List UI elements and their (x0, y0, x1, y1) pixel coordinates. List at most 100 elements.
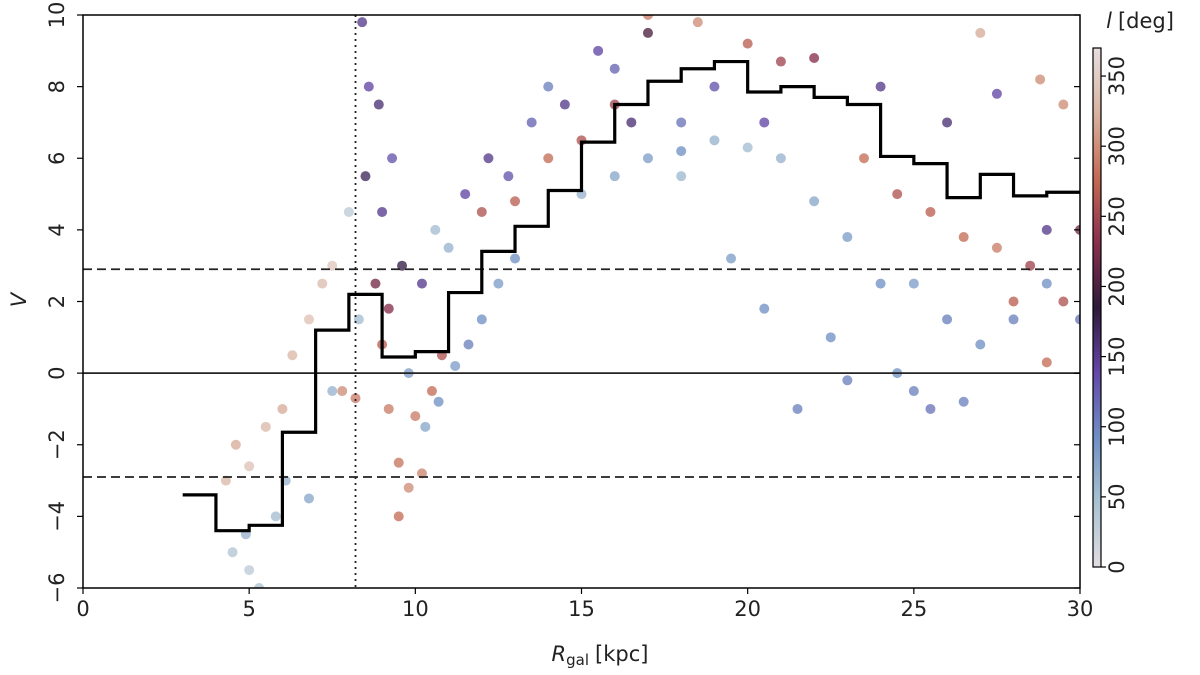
x-label-unit: [kpc] (595, 642, 648, 666)
scatter-point (875, 81, 886, 92)
scatter-point (503, 171, 514, 182)
scatter-point (387, 153, 398, 164)
scatter-point (726, 253, 737, 264)
scatter-point (327, 260, 338, 271)
scatter-point (991, 242, 1002, 253)
scatter-point (975, 27, 986, 38)
scatter-point (1025, 260, 1036, 271)
scatter-point (1035, 74, 1046, 85)
scatter-point (975, 339, 986, 350)
scatter-point (543, 153, 554, 164)
scatter-point (254, 583, 265, 588)
scatter-point (1058, 296, 1069, 307)
y-tick-label: 0 (45, 366, 69, 379)
scatter-point (410, 411, 421, 422)
scatter-point (360, 171, 371, 182)
colorbar-symbol: l (1106, 9, 1112, 33)
scatter-point (858, 153, 869, 164)
scatter-point (244, 565, 255, 576)
scatter-point (416, 468, 427, 479)
colorbar-tick-label: 100 (1105, 407, 1129, 447)
colorbar-tick-label: 150 (1105, 337, 1129, 377)
scatter-point (493, 278, 504, 289)
scatter-point (287, 350, 298, 361)
scatter-point (303, 493, 314, 504)
scatter-point (593, 45, 604, 56)
scatter-point (609, 63, 620, 74)
scatter-point (792, 403, 803, 414)
scatter-point (1041, 224, 1052, 235)
scatter-point (220, 475, 231, 486)
scatter-point (443, 242, 454, 253)
y-tick-label: 2 (45, 295, 69, 308)
scatter-point (775, 56, 786, 67)
scatter-point (676, 117, 687, 128)
plot-frame (82, 14, 1081, 589)
scatter-point (393, 511, 404, 522)
x-tick-label: 25 (900, 597, 927, 621)
scatter-point (892, 189, 903, 200)
x-tick-label: 15 (568, 597, 595, 621)
x-tick-label: 20 (734, 597, 761, 621)
scatter-point (908, 278, 919, 289)
scatter-point (450, 360, 461, 371)
scatter-point (260, 421, 271, 432)
scatter-point (809, 196, 820, 207)
colorbar-tick-label: 250 (1105, 196, 1129, 236)
scatter-point (709, 81, 720, 92)
scatter-point (230, 439, 241, 450)
scatter-point (433, 396, 444, 407)
x-tick-label: 10 (402, 597, 429, 621)
scatter-point (925, 206, 936, 217)
scatter-point (642, 153, 653, 164)
scatter-point (303, 314, 314, 325)
scatter-point (343, 206, 354, 217)
step-line (182, 59, 1080, 533)
scatter-point (383, 303, 394, 314)
scatter-point (1075, 314, 1080, 325)
y-tick-label: −4 (45, 501, 69, 532)
scatter-point (676, 146, 687, 157)
scatter-point (559, 99, 570, 110)
scatter-point (958, 232, 969, 243)
y-axis-label: V (7, 291, 31, 307)
scatter-point (692, 17, 703, 28)
scatter-point (476, 206, 487, 217)
colorbar-label: l [deg] (1106, 9, 1174, 33)
scatter-point (942, 314, 953, 325)
y-tick-label: 10 (45, 2, 69, 29)
scatter-point (430, 224, 441, 235)
scatter-point (1041, 357, 1052, 368)
scatter-point (327, 386, 338, 397)
scatter-point (543, 81, 554, 92)
scatter-point (270, 511, 281, 522)
scatter-point (397, 260, 408, 271)
scatter-point (925, 403, 936, 414)
scatter-point (277, 403, 288, 414)
scatter-point (363, 81, 374, 92)
scatter-point (403, 482, 414, 493)
x-tick-label: 30 (1067, 597, 1094, 621)
x-tick-label: 5 (242, 597, 255, 621)
scatter-point (742, 38, 753, 49)
plot-area (83, 15, 1080, 588)
y-tick-label: −6 (45, 573, 69, 604)
colorbar (1092, 47, 1102, 568)
colorbar-tick-label: 350 (1105, 56, 1129, 96)
scatter-point (510, 253, 521, 264)
scatter-point (676, 171, 687, 182)
y-tick-label: −2 (45, 429, 69, 460)
scatter-point (377, 206, 388, 217)
scatter-point (709, 135, 720, 146)
scatter-point (809, 52, 820, 63)
scatter-point (842, 232, 853, 243)
scatter-point (842, 375, 853, 386)
scatter-point (460, 189, 471, 200)
scatter-point (775, 153, 786, 164)
scatter-point (942, 117, 953, 128)
scatter-point (357, 17, 368, 28)
y-tick-label: 8 (45, 80, 69, 93)
scatter-point (958, 396, 969, 407)
scatter-point (373, 99, 384, 110)
scatter-point (908, 386, 919, 397)
